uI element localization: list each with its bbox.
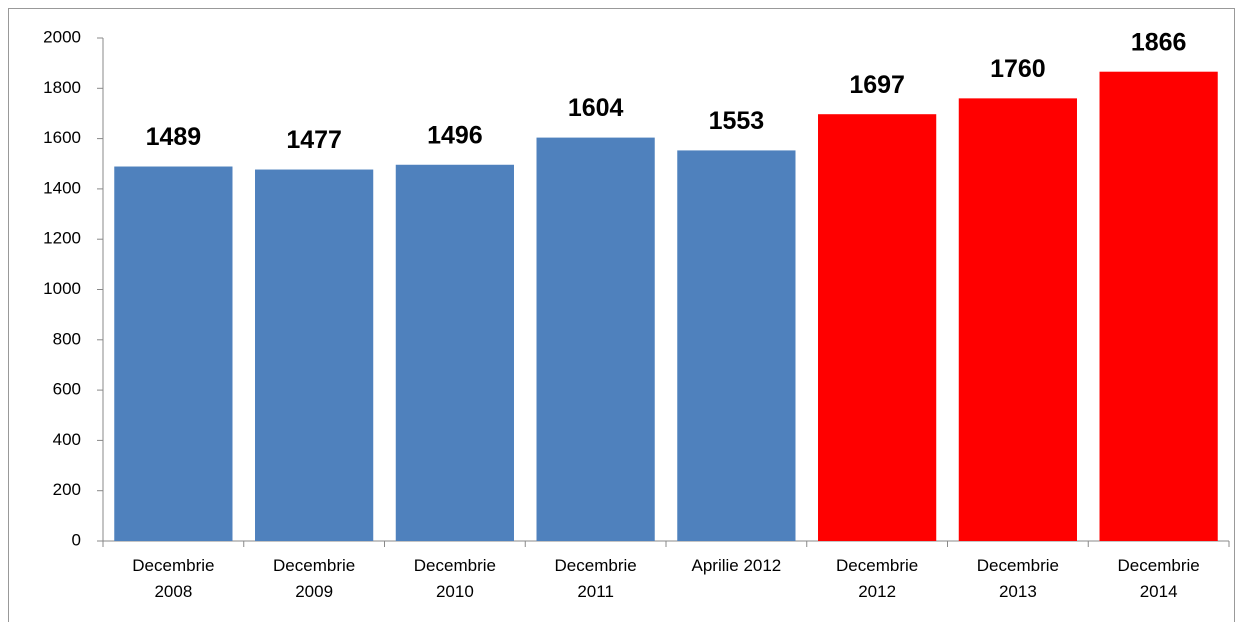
y-tick-label: 200 bbox=[53, 480, 81, 499]
x-tick-label: Decembrie 2014 bbox=[1117, 556, 1200, 601]
y-tick-label: 1000 bbox=[43, 279, 81, 298]
y-tick-label: 0 bbox=[72, 530, 81, 549]
value-label: 1866 bbox=[1131, 28, 1187, 56]
y-tick-label: 1800 bbox=[43, 78, 81, 97]
bar bbox=[255, 169, 374, 542]
x-tick-label: Decembrie 2010 bbox=[413, 556, 496, 601]
bar bbox=[1099, 71, 1218, 542]
value-label: 1496 bbox=[427, 121, 483, 149]
bar bbox=[395, 164, 514, 542]
x-tick-label: Aprilie 2012 bbox=[691, 556, 782, 575]
bar bbox=[536, 137, 655, 541]
y-tick-label: 2000 bbox=[43, 27, 81, 46]
bar bbox=[818, 114, 937, 541]
value-label: 1477 bbox=[286, 126, 342, 154]
y-tick-label: 600 bbox=[53, 380, 81, 399]
bar bbox=[958, 98, 1077, 542]
x-tick-label: Decembrie 2012 bbox=[836, 556, 919, 601]
bar bbox=[677, 150, 796, 541]
y-tick-label: 1400 bbox=[43, 178, 81, 197]
y-tick-label: 1200 bbox=[43, 229, 81, 248]
value-label: 1604 bbox=[568, 94, 624, 122]
x-tick-label: Decembrie 2013 bbox=[976, 556, 1059, 601]
x-tick-label: Decembrie 2009 bbox=[273, 556, 356, 601]
value-label: 1489 bbox=[146, 123, 202, 151]
x-tick-label: Decembrie 2011 bbox=[554, 556, 637, 601]
x-tick-label: Decembrie 2008 bbox=[132, 556, 215, 601]
value-label: 1553 bbox=[709, 107, 765, 135]
value-label: 1760 bbox=[990, 55, 1046, 83]
y-tick-label: 1600 bbox=[43, 128, 81, 147]
bar bbox=[114, 166, 233, 542]
y-tick-label: 400 bbox=[53, 430, 81, 449]
chart-border bbox=[8, 8, 1235, 622]
y-tick-label: 800 bbox=[53, 329, 81, 348]
value-label: 1697 bbox=[849, 71, 905, 99]
